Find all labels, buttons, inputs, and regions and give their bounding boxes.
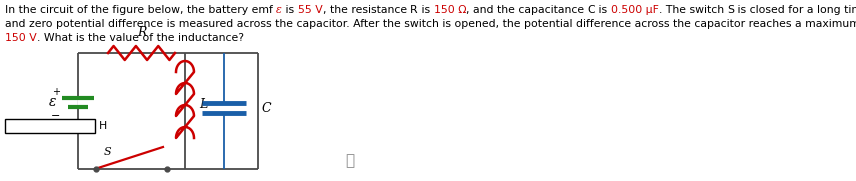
Text: 150 V: 150 V xyxy=(5,33,37,43)
Text: , the resistance: , the resistance xyxy=(323,5,410,15)
Text: 150 Ω: 150 Ω xyxy=(433,5,466,15)
Text: H: H xyxy=(99,121,107,131)
Text: L: L xyxy=(199,98,207,111)
Text: ε: ε xyxy=(276,5,282,15)
Text: S: S xyxy=(104,147,111,157)
Text: . What is the value of the inductance?: . What is the value of the inductance? xyxy=(37,33,244,43)
Text: is: is xyxy=(595,5,611,15)
Text: is: is xyxy=(282,5,298,15)
Text: and zero potential difference is measured across the capacitor. After the switch: and zero potential difference is measure… xyxy=(5,19,856,29)
Text: , and the capacitance: , and the capacitance xyxy=(466,5,587,15)
Text: C: C xyxy=(262,102,271,115)
Bar xyxy=(5,119,95,133)
Text: ε: ε xyxy=(50,95,56,109)
Text: C: C xyxy=(587,5,595,15)
Text: +: + xyxy=(52,87,60,97)
Text: ⓘ: ⓘ xyxy=(346,153,354,169)
Text: 0.500 μF: 0.500 μF xyxy=(611,5,659,15)
Text: is: is xyxy=(418,5,433,15)
Text: In the circuit of the figure below, the battery emf: In the circuit of the figure below, the … xyxy=(5,5,276,15)
Text: −: − xyxy=(51,111,61,121)
Text: R: R xyxy=(137,26,146,39)
Text: . The switch: . The switch xyxy=(659,5,728,15)
Text: S: S xyxy=(728,5,734,15)
Text: 55 V: 55 V xyxy=(298,5,323,15)
Text: is closed for a long time interval,: is closed for a long time interval, xyxy=(734,5,856,15)
Text: R: R xyxy=(410,5,418,15)
